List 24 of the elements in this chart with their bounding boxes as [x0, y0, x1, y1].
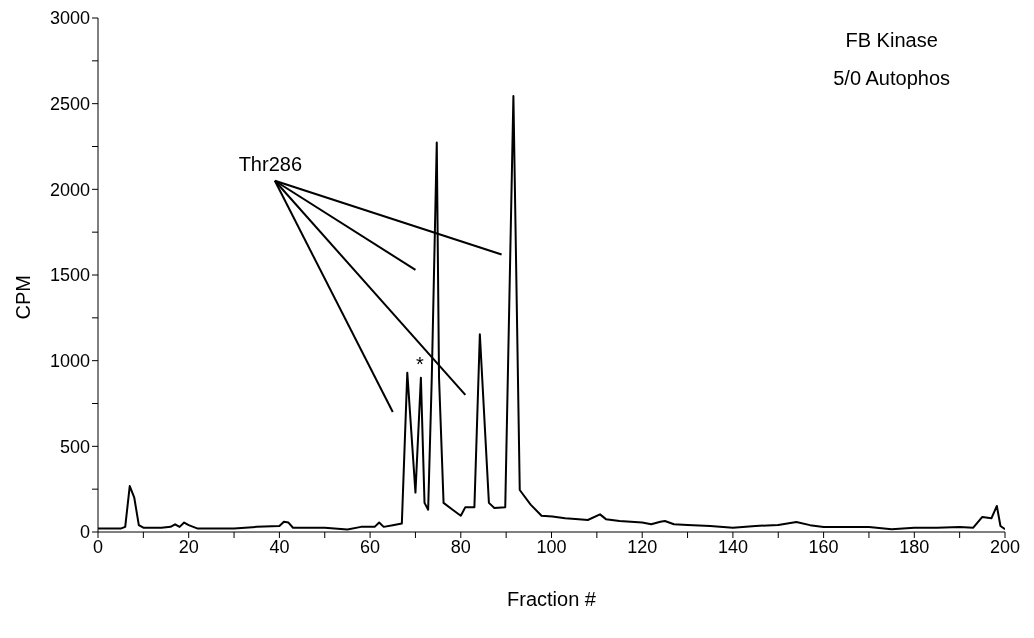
y-tick-label: 0: [79, 522, 90, 543]
x-tick-label: 20: [178, 536, 199, 557]
x-tick-label: 120: [627, 536, 658, 557]
y-tick-label: 3000: [49, 8, 90, 29]
annotation: *: [416, 353, 425, 376]
x-tick-label: 80: [450, 536, 471, 557]
y-axis-title: CPM: [12, 275, 35, 320]
x-tick-label: 160: [808, 536, 839, 557]
y-tick-label: 1500: [49, 265, 90, 286]
x-tick-label: 0: [92, 536, 104, 557]
y-tick-label: 2000: [49, 179, 90, 200]
x-tick-label: 40: [269, 536, 290, 557]
annotation: FB Kinase: [845, 29, 938, 52]
annotation: Thr286: [238, 152, 303, 175]
x-tick-label: 100: [536, 536, 567, 557]
x-tick-label: 60: [360, 536, 381, 557]
x-tick-label: 200: [989, 536, 1021, 557]
y-tick-label: 2500: [49, 94, 90, 115]
x-tick-label: 180: [899, 536, 930, 557]
y-tick-label: 1000: [49, 351, 90, 372]
x-axis-title: Fraction #: [507, 588, 597, 611]
y-tick-label: 500: [59, 436, 90, 457]
annotation: 5/0 Autophos: [833, 66, 951, 89]
x-tick-label: 140: [717, 536, 748, 557]
